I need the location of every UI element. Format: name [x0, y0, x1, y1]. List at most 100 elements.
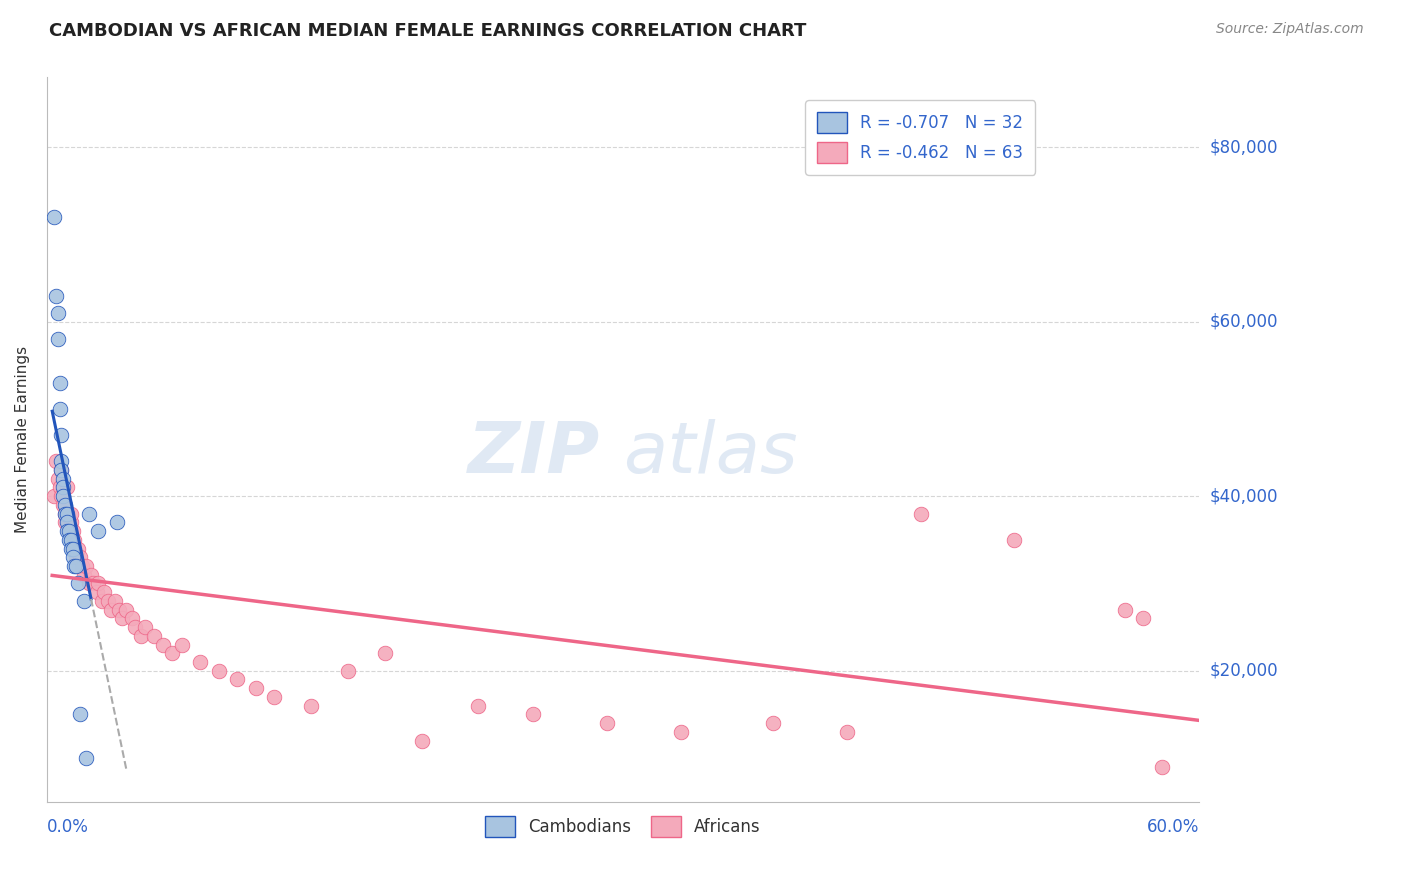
Point: [97, 594, 120, 608]
Point: [48, 401, 70, 416]
Point: [48, 376, 70, 390]
Point: [522, 707, 544, 722]
Point: [70, 559, 93, 574]
Text: $40,000: $40,000: [1211, 487, 1278, 505]
Point: [52, 489, 75, 503]
Point: [115, 602, 138, 616]
Point: [86, 585, 108, 599]
Point: [596, 716, 619, 731]
Point: [1002, 533, 1025, 547]
Point: [53, 498, 76, 512]
Point: [762, 716, 785, 731]
Point: [53, 516, 76, 530]
Point: [63, 559, 86, 574]
Point: [67, 576, 90, 591]
Text: $80,000: $80,000: [1211, 138, 1278, 156]
Text: Source: ZipAtlas.com: Source: ZipAtlas.com: [1216, 22, 1364, 37]
Point: [121, 611, 143, 625]
Point: [337, 664, 360, 678]
Point: [59, 533, 82, 547]
Text: $20,000: $20,000: [1211, 662, 1278, 680]
Point: [45, 454, 67, 468]
Point: [51, 428, 73, 442]
Point: [263, 690, 285, 704]
Point: [63, 541, 86, 556]
Point: [75, 751, 97, 765]
Point: [56, 524, 79, 538]
Point: [93, 585, 115, 599]
Point: [87, 576, 110, 591]
Point: [59, 516, 82, 530]
Point: [134, 620, 156, 634]
Text: CAMBODIAN VS AFRICAN MEDIAN FEMALE EARNINGS CORRELATION CHART: CAMBODIAN VS AFRICAN MEDIAN FEMALE EARNI…: [49, 22, 807, 40]
Point: [42, 489, 65, 503]
Point: [59, 541, 82, 556]
Point: [52, 498, 75, 512]
Point: [669, 724, 692, 739]
Point: [111, 611, 134, 625]
Point: [45, 288, 67, 302]
Point: [170, 638, 193, 652]
Text: atlas: atlas: [623, 419, 797, 489]
Point: [58, 533, 80, 547]
Point: [67, 541, 90, 556]
Point: [52, 481, 75, 495]
Point: [245, 681, 267, 695]
Point: [48, 481, 70, 495]
Point: [105, 516, 128, 530]
Point: [62, 524, 84, 538]
Point: [91, 594, 114, 608]
Point: [52, 472, 75, 486]
Point: [208, 664, 231, 678]
Text: 60.0%: 60.0%: [1146, 818, 1199, 836]
Point: [56, 507, 79, 521]
Point: [51, 454, 73, 468]
Point: [58, 524, 80, 538]
Point: [142, 629, 165, 643]
Point: [104, 594, 127, 608]
Point: [72, 594, 94, 608]
Point: [75, 559, 97, 574]
Point: [62, 541, 84, 556]
Point: [299, 698, 322, 713]
Point: [46, 306, 69, 320]
Point: [65, 550, 87, 565]
Point: [467, 698, 489, 713]
Point: [77, 576, 100, 591]
Point: [51, 463, 73, 477]
Point: [69, 550, 91, 565]
Point: [56, 516, 79, 530]
Legend: Cambodians, Africans: Cambodians, Africans: [478, 809, 768, 844]
Point: [53, 507, 76, 521]
Point: [72, 567, 94, 582]
Point: [53, 507, 76, 521]
Point: [63, 533, 86, 547]
Point: [56, 481, 79, 495]
Point: [87, 524, 110, 538]
Point: [100, 602, 122, 616]
Point: [51, 489, 73, 503]
Point: [1114, 602, 1136, 616]
Point: [80, 567, 103, 582]
Point: [374, 646, 396, 660]
Point: [411, 733, 433, 747]
Point: [58, 524, 80, 538]
Text: 0.0%: 0.0%: [46, 818, 89, 836]
Point: [69, 707, 91, 722]
Point: [837, 724, 859, 739]
Point: [910, 507, 932, 521]
Point: [129, 629, 152, 643]
Point: [46, 332, 69, 346]
Point: [152, 638, 174, 652]
Y-axis label: Median Female Earnings: Median Female Earnings: [15, 346, 30, 533]
Point: [42, 210, 65, 224]
Text: ZIP: ZIP: [467, 419, 600, 489]
Point: [1132, 611, 1154, 625]
Point: [77, 507, 100, 521]
Point: [162, 646, 184, 660]
Point: [1150, 760, 1173, 774]
Point: [82, 576, 104, 591]
Point: [188, 655, 211, 669]
Point: [46, 472, 69, 486]
Text: $60,000: $60,000: [1211, 313, 1278, 331]
